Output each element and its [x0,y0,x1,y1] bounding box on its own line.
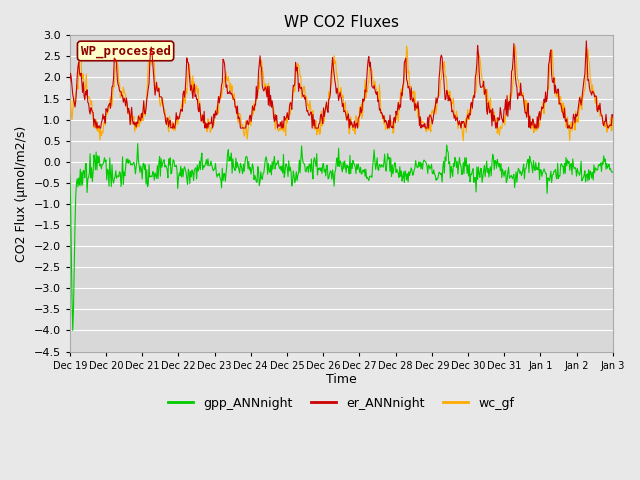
X-axis label: Time: Time [326,373,356,386]
Legend: gpp_ANNnight, er_ANNnight, wc_gf: gpp_ANNnight, er_ANNnight, wc_gf [163,392,520,415]
Title: WP CO2 Fluxes: WP CO2 Fluxes [284,15,399,30]
Text: WP_processed: WP_processed [81,44,171,58]
Y-axis label: CO2 Flux (μmol/m2/s): CO2 Flux (μmol/m2/s) [15,125,28,262]
